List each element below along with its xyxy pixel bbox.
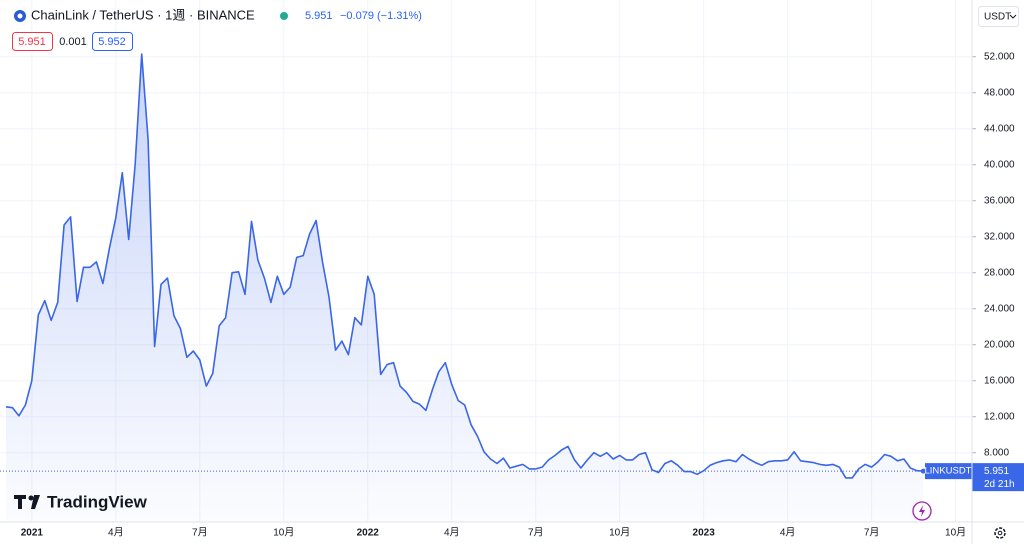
y-tick-label: 32.000 — [984, 231, 1015, 242]
symbol-icon-inner — [17, 13, 23, 19]
logo-mark — [31, 495, 40, 509]
price-line — [5, 53, 924, 479]
logo-mark — [28, 495, 34, 501]
y-tick-label: 20.000 — [984, 339, 1015, 350]
last-price: 5.951 — [305, 10, 333, 22]
price-tag-value: 5.951 — [984, 466, 1009, 477]
x-tick-label: 4月 — [108, 527, 124, 539]
spread: 0.001 — [59, 36, 87, 48]
last-point — [920, 468, 926, 474]
status-dot — [280, 12, 288, 20]
x-tick-label: 4月 — [780, 527, 796, 539]
x-tick-label: 10月 — [945, 527, 966, 539]
price-tag — [972, 463, 1024, 492]
x-tick-label: 2023 — [693, 528, 716, 539]
x-tick-label: 7月 — [864, 527, 880, 539]
y-tick-label: 12.000 — [984, 411, 1015, 422]
settings-button[interactable] — [994, 527, 1006, 539]
x-tick-label: 7月 — [528, 527, 544, 539]
y-tick-label: 40.000 — [984, 159, 1015, 170]
y-tick-label: 44.000 — [984, 123, 1015, 134]
y-tick-label: 16.000 — [984, 375, 1015, 386]
ask[interactable]: 5.952 — [98, 36, 126, 48]
y-tick-label: 52.000 — [984, 51, 1015, 62]
y-tick-label: 36.000 — [984, 195, 1015, 206]
currency[interactable]: USDT — [984, 12, 1011, 23]
bid-box[interactable] — [12, 32, 53, 51]
settings-icon[interactable] — [997, 530, 1003, 536]
symbol-title: ChainLink / TetherUS · 1週 · BINANCE — [31, 7, 255, 22]
logo-mark — [18, 495, 22, 509]
symbol-tag-label: LINKUSDT — [925, 466, 972, 477]
y-tick-label: 8.000 — [984, 447, 1009, 458]
y-tick-label: 48.000 — [984, 87, 1015, 98]
lightning-icon[interactable] — [919, 505, 925, 517]
x-tick-label: 2021 — [21, 528, 44, 539]
x-tick-label: 7月 — [192, 527, 208, 539]
bid[interactable]: 5.951 — [18, 36, 46, 48]
countdown: 2d 21h — [984, 479, 1015, 490]
y-tick-label: 24.000 — [984, 303, 1015, 314]
price-change: −0.079 (−1.31%) — [340, 10, 422, 22]
currency-button[interactable] — [978, 6, 1019, 27]
ask-box[interactable] — [92, 32, 133, 51]
x-tick-label: 2022 — [357, 528, 380, 539]
symbol-tag — [925, 463, 972, 480]
logo-text: TradingView — [47, 492, 148, 511]
area-fill — [6, 54, 924, 522]
x-tick-label: 10月 — [609, 527, 630, 539]
x-tick-label: 10月 — [273, 527, 294, 539]
y-tick-label: 28.000 — [984, 267, 1015, 278]
x-tick-label: 4月 — [444, 527, 460, 539]
dropdown-arrow[interactable] — [1009, 14, 1017, 19]
